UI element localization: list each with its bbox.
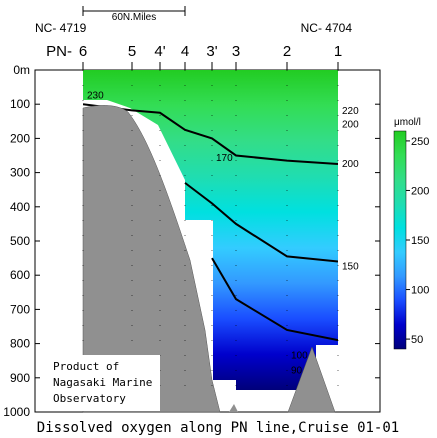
y-tick-label: 400 bbox=[10, 200, 30, 214]
station-label: 5 bbox=[128, 43, 136, 60]
annotation-line-3: Observatory bbox=[53, 392, 126, 405]
y-tick-label: 300 bbox=[10, 166, 30, 180]
y-tick-label: 700 bbox=[10, 302, 30, 316]
contour-label: 90 bbox=[291, 365, 303, 376]
colorbar: μmol/l 50 100 150 200 250 bbox=[393, 117, 429, 350]
station-label: 2 bbox=[283, 43, 291, 60]
y-tick-label: 200 bbox=[10, 131, 30, 145]
scale-bar-label: 60N.Miles bbox=[112, 12, 156, 23]
station-label: 1 bbox=[334, 43, 342, 60]
contour-label: 150 bbox=[342, 262, 359, 273]
station-group: 6 5 4' 4 3' 3 2 1 bbox=[79, 43, 342, 400]
contour-labels: 230 220 200 200 170 150 100 90 bbox=[87, 91, 359, 377]
contour-label: 220 bbox=[342, 106, 359, 117]
contour-label: 170 bbox=[216, 153, 233, 164]
oxygen-field bbox=[83, 70, 338, 390]
y-tick-label: 800 bbox=[10, 337, 30, 351]
annotation-line-2: Nagasaki Marine bbox=[53, 376, 152, 389]
colorbar-tick-label: 50 bbox=[411, 334, 423, 346]
annotation-box: Product of Nagasaki Marine Observatory bbox=[48, 355, 160, 411]
y-axis: 0m 100 200 300 400 500 600 700 800 900 1000 bbox=[3, 63, 380, 419]
contour-label: 100 bbox=[291, 351, 308, 362]
y-tick-label: 100 bbox=[10, 97, 30, 111]
contour-line-100 bbox=[211, 257, 338, 342]
seafloor-seamount bbox=[287, 346, 336, 413]
station-label: 4 bbox=[181, 43, 189, 60]
colorbar-tick-label: 200 bbox=[411, 185, 429, 197]
colorbar-unit: μmol/l bbox=[394, 117, 421, 128]
contour-label: 200 bbox=[342, 159, 359, 170]
data-field bbox=[83, 70, 338, 390]
colorbar-scale bbox=[393, 130, 407, 350]
contour-line-200 bbox=[83, 103, 338, 166]
seafloor-shelf bbox=[82, 105, 221, 413]
contour-label: 230 bbox=[87, 91, 104, 102]
annotation-line-1: Product of bbox=[53, 360, 119, 373]
y-tick-label: 600 bbox=[10, 268, 30, 282]
station-code-right: NC- 4704 bbox=[301, 21, 353, 35]
seafloor-notch bbox=[229, 404, 238, 412]
station-label: 4' bbox=[154, 43, 165, 60]
station-label: 6 bbox=[79, 43, 87, 60]
colorbar-tick-label: 100 bbox=[411, 285, 429, 297]
y-tick-label: 500 bbox=[10, 234, 30, 248]
y-tick-label: 1000 bbox=[3, 405, 30, 419]
line-label: PN- bbox=[46, 43, 72, 60]
colorbar-tick-label: 150 bbox=[411, 235, 429, 247]
contour-line-150 bbox=[184, 182, 338, 263]
chart-title: Dissolved oxygen along PN line,Cruise 01… bbox=[37, 420, 399, 436]
header: 60N.Miles NC- 4719 NC- 4704 PN- bbox=[35, 6, 352, 60]
y-tick-label: 900 bbox=[10, 371, 30, 385]
station-label: 3 bbox=[232, 43, 240, 60]
station-label: 3' bbox=[206, 43, 217, 60]
contour-label: 200 bbox=[342, 120, 359, 131]
station-code-left: NC- 4719 bbox=[35, 21, 87, 35]
y-tick-label: 0m bbox=[13, 63, 30, 77]
colorbar-tick-label: 250 bbox=[411, 136, 429, 148]
